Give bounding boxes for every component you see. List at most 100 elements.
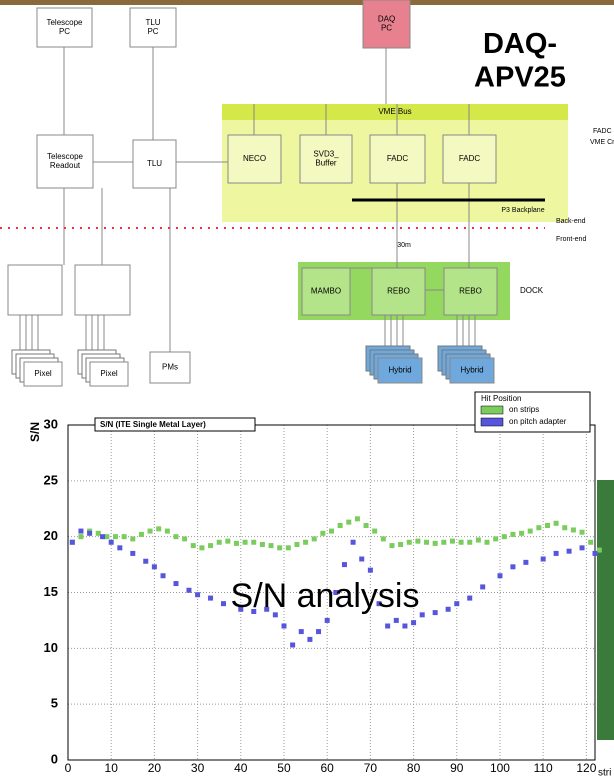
point: [338, 523, 343, 528]
pixel-module: [8, 265, 62, 315]
point: [87, 531, 92, 536]
legend-swatch: [481, 406, 503, 414]
node-label: Pixel: [34, 369, 52, 378]
node-label: Pixel: [100, 369, 118, 378]
node-label: PC: [381, 24, 392, 33]
diagram-label: FADC: [593, 128, 612, 135]
point: [346, 520, 351, 525]
point: [580, 545, 585, 550]
node-label: NECO: [243, 154, 266, 163]
point: [139, 532, 144, 537]
point: [580, 530, 585, 535]
point: [277, 545, 282, 550]
point: [148, 529, 153, 534]
y-tick-label: 20: [44, 528, 58, 543]
point: [398, 542, 403, 547]
x-tick-label: 20: [148, 761, 162, 775]
point: [523, 560, 528, 565]
point: [312, 536, 317, 541]
point: [562, 525, 567, 530]
x-tick-label: 80: [407, 761, 421, 775]
node-label: Telescope: [47, 152, 84, 161]
point: [385, 624, 390, 629]
point: [173, 581, 178, 586]
y-tick-label: 25: [44, 472, 58, 487]
node-label: MAMBO: [311, 287, 341, 296]
chart-title: S/N (ITE Single Metal Layer): [100, 420, 206, 429]
node-label: APV25: [474, 61, 566, 93]
x-tick-label: 120: [576, 761, 596, 775]
x-tick-label: 30: [191, 761, 205, 775]
x-tick-label: 0: [65, 761, 72, 775]
x-tick-label: 40: [234, 761, 248, 775]
slide: TelescopePCTLUPCDAQPCTelescopeReadoutTLU…: [0, 0, 614, 778]
point: [588, 540, 593, 545]
pixel-module: [75, 265, 130, 315]
x-tick-label: 70: [364, 761, 378, 775]
point: [117, 545, 122, 550]
point: [113, 534, 118, 539]
top-strip: [0, 0, 614, 5]
point: [359, 557, 364, 562]
node-label: TLU: [145, 18, 160, 27]
point: [122, 534, 127, 539]
point: [316, 629, 321, 634]
node-label: PC: [147, 27, 158, 36]
legend-label: on pitch adapter: [509, 417, 567, 426]
point: [325, 618, 330, 623]
point: [165, 529, 170, 534]
point: [130, 551, 135, 556]
x-axis-label: stri: [598, 768, 611, 778]
point: [104, 534, 109, 539]
point: [510, 564, 515, 569]
x-tick-label: 10: [105, 761, 119, 775]
node-label: Readout: [50, 161, 81, 170]
point: [182, 536, 187, 541]
legend-swatch: [481, 418, 503, 426]
x-tick-label: 100: [490, 761, 510, 775]
point: [100, 534, 105, 539]
photo-edge: [597, 480, 614, 740]
point: [571, 527, 576, 532]
point: [420, 612, 425, 617]
point: [294, 542, 299, 547]
diagram-label: P3 Backplane: [501, 207, 544, 214]
point: [510, 532, 515, 537]
point: [191, 543, 196, 548]
x-tick-label: 110: [534, 761, 553, 775]
point: [307, 637, 312, 642]
point: [480, 584, 485, 589]
overlay-text: S/N analysis: [231, 577, 420, 615]
point: [195, 592, 200, 597]
legend-title: Hit Position: [481, 394, 521, 403]
point: [217, 540, 222, 545]
y-axis-label: S/N: [28, 422, 42, 442]
node-label: FADC: [387, 154, 409, 163]
point: [234, 541, 239, 546]
point: [221, 601, 226, 606]
point: [441, 540, 446, 545]
point: [467, 540, 472, 545]
point: [355, 516, 360, 521]
node-label: TLU: [147, 159, 162, 168]
point: [528, 529, 533, 534]
point: [450, 539, 455, 544]
point: [303, 540, 308, 545]
point: [502, 534, 507, 539]
point: [364, 523, 369, 528]
point: [329, 529, 334, 534]
y-tick-label: 15: [44, 584, 58, 599]
point: [372, 529, 377, 534]
point: [493, 536, 498, 541]
diagram-label: VME Crate: [590, 139, 614, 146]
point: [446, 607, 451, 612]
point: [260, 542, 265, 547]
point: [476, 538, 481, 543]
node-label: SVD3_: [313, 150, 339, 159]
diagram-label: Back-end: [556, 218, 586, 225]
point: [70, 540, 75, 545]
point: [554, 551, 559, 556]
point: [290, 642, 295, 647]
node-label: Hybrid: [460, 366, 483, 375]
point: [424, 540, 429, 545]
